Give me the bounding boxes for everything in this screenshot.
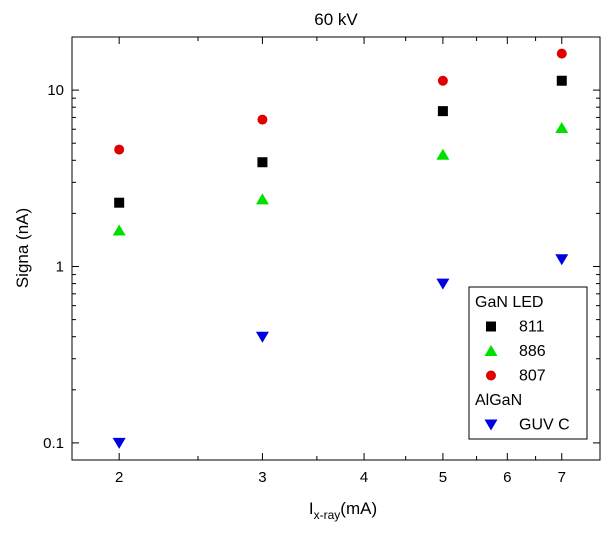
x-axis-ticks: 2 3 4 5 6 7 bbox=[115, 37, 566, 486]
data-point-triangle-up bbox=[555, 121, 569, 133]
data-point-circle bbox=[114, 144, 125, 155]
legend: GaN LED 811 886 807 AlGaN GUV C bbox=[468, 286, 588, 440]
data-point-triangle-up bbox=[112, 224, 126, 236]
x-tick-label: 2 bbox=[115, 469, 123, 486]
x-tick-label: 5 bbox=[439, 469, 447, 486]
y-tick-label: 0.1 bbox=[43, 435, 64, 452]
legend-entry-label: GUV C bbox=[519, 417, 570, 434]
legend-group-heading: AlGaN bbox=[475, 392, 522, 409]
data-point-triangle-down bbox=[255, 331, 269, 343]
data-point-square bbox=[437, 106, 448, 117]
x-tick-label: 6 bbox=[503, 469, 511, 486]
legend-marker-square bbox=[486, 321, 496, 332]
legend-entry-label: 811 bbox=[519, 319, 545, 336]
plot-area bbox=[71, 36, 601, 461]
y-axis-ticks: 0.1 1 10 bbox=[43, 82, 600, 452]
x-tick-label: 4 bbox=[360, 469, 368, 486]
legend-entry-label: 807 bbox=[519, 368, 546, 385]
data-point-circle bbox=[556, 48, 567, 59]
data-points bbox=[112, 48, 569, 449]
data-point-triangle-down bbox=[555, 254, 569, 266]
x-axis-label: Ix-ray(mA) bbox=[309, 499, 377, 522]
data-point-triangle-down bbox=[436, 278, 450, 290]
y-axis-label: Signa (nA) bbox=[13, 208, 32, 288]
data-point-triangle-up bbox=[255, 193, 269, 205]
legend-marker-triangle-up bbox=[484, 345, 498, 356]
legend-group-heading: GaN LED bbox=[475, 294, 543, 311]
chart-title: 60 kV bbox=[314, 10, 358, 29]
data-point-circle bbox=[437, 75, 448, 86]
legend-marker-circle bbox=[486, 370, 496, 381]
x-tick-label: 3 bbox=[258, 469, 266, 486]
legend-entry-label: 886 bbox=[519, 343, 546, 360]
x-axis-label-main: I bbox=[309, 499, 314, 518]
legend-marker-triangle-down bbox=[484, 419, 498, 431]
data-point-square bbox=[114, 197, 125, 208]
data-point-square bbox=[556, 75, 567, 86]
x-axis-label-unit: (mA) bbox=[340, 499, 377, 518]
legend-box bbox=[468, 286, 588, 440]
data-point-circle bbox=[257, 114, 268, 125]
data-point-triangle-down bbox=[112, 437, 126, 449]
data-point-triangle-up bbox=[436, 148, 450, 160]
y-tick-label: 1 bbox=[56, 259, 64, 276]
y-tick-label: 10 bbox=[47, 82, 64, 99]
data-point-square bbox=[257, 157, 268, 168]
x-axis-label-subscript: x-ray bbox=[314, 508, 341, 522]
x-tick-label: 7 bbox=[558, 469, 566, 486]
